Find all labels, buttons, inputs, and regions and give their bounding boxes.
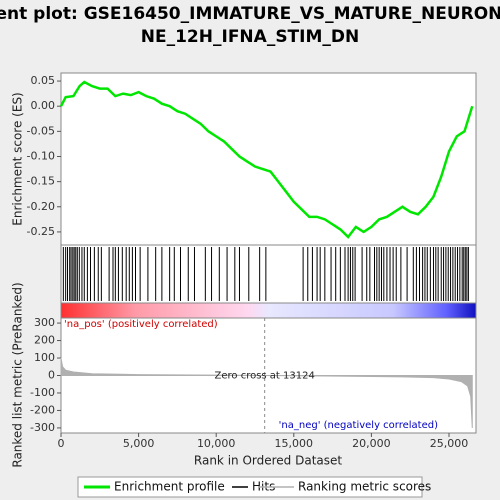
y-tick-label: 0	[48, 369, 55, 382]
y-tick-label: -300	[30, 421, 55, 434]
es-panel	[60, 72, 477, 246]
pos-label: 'na_pos' (positively correlated)	[64, 319, 218, 330]
y-tick-label: 0.05	[31, 74, 56, 87]
color-bar	[60, 302, 477, 319]
chart-title: Enrichment plot: GSE16450_IMMATURE_VS_MA…	[0, 4, 500, 24]
y-tick-label: -200	[30, 403, 55, 416]
neg-label: 'na_neg' (negatively correlated)	[279, 420, 438, 431]
x-tick-label: 5,000	[123, 437, 155, 450]
y-tick-label: -100	[30, 386, 55, 399]
y-tick-label: 0.00	[31, 99, 56, 112]
y-tick-label: -0.20	[27, 200, 55, 213]
x-tick-label: 15,000	[275, 437, 314, 450]
legend-label: Ranking metric scores	[298, 480, 431, 494]
y-tick-label: -0.05	[27, 124, 55, 137]
annotation: Zero cross at 13124	[215, 371, 315, 382]
legend	[77, 476, 423, 498]
x-tick-label: 10,000	[197, 437, 236, 450]
y-tick-label: -0.25	[27, 225, 55, 238]
x-tick-label: 20,000	[352, 437, 391, 450]
legend-label: Enrichment profile	[114, 480, 225, 494]
y-tick-label: 200	[34, 334, 55, 347]
y-tick-label: 300	[34, 316, 55, 329]
chart-title: NE_12H_IFNA_STIM_DN	[141, 27, 359, 47]
y-tick-label: -0.15	[27, 175, 55, 188]
x-tick-label: 25,000	[430, 437, 469, 450]
enrichment-line	[59, 80, 474, 239]
y-axis-label: Enrichment score (ES)	[11, 92, 25, 225]
x-axis-label: Rank in Ordered Dataset	[194, 454, 342, 468]
metric-area	[60, 357, 473, 428]
y-axis-label: Ranked list metric (PreRanked)	[11, 282, 25, 467]
x-tick-label: 0	[58, 437, 65, 450]
y-tick-label: 100	[34, 351, 55, 364]
y-tick-label: -0.10	[27, 149, 55, 162]
